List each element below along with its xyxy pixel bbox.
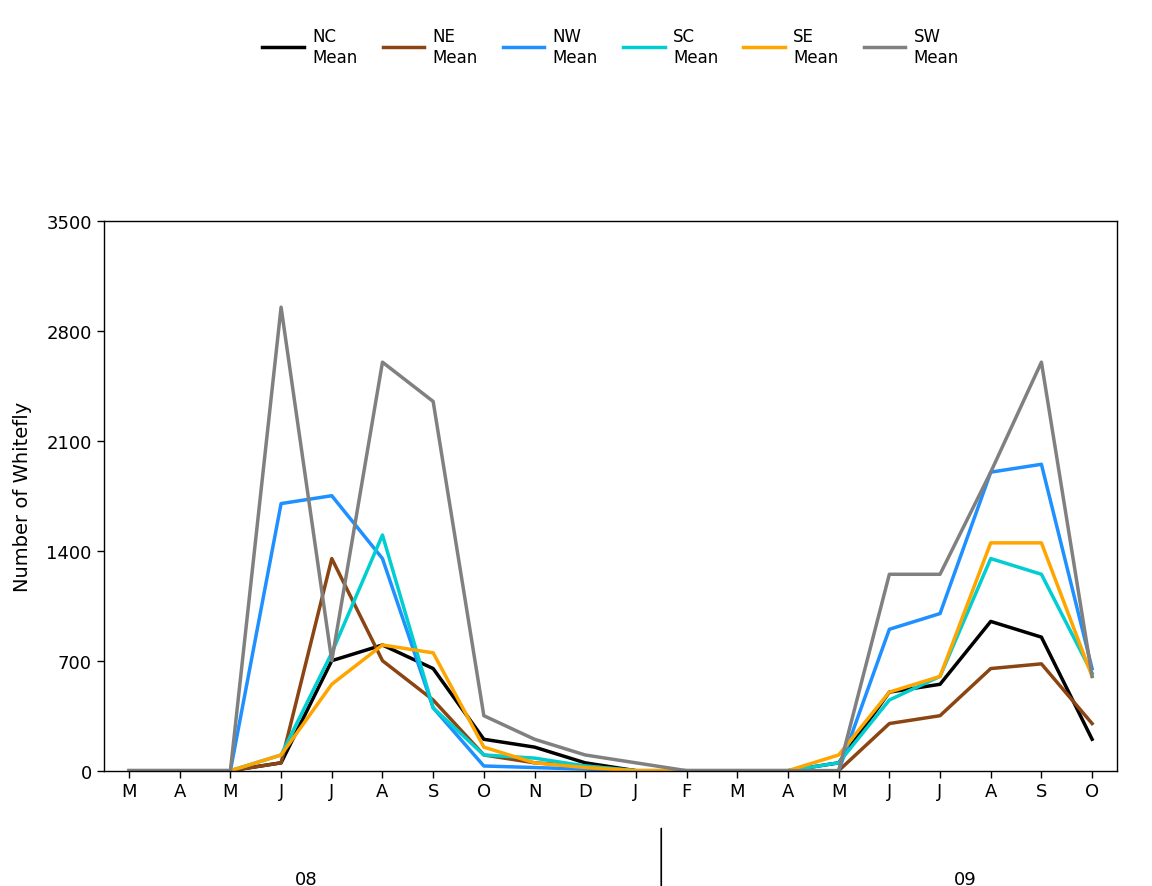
Text: 09: 09 (954, 870, 977, 886)
Legend: NC
Mean, NE
Mean, NW
Mean, SC
Mean, SE
Mean, SW
Mean: NC Mean, NE Mean, NW Mean, SC Mean, SE M… (256, 21, 965, 74)
Y-axis label: Number of Whitefly: Number of Whitefly (14, 401, 32, 591)
Text: 08: 08 (295, 870, 318, 886)
